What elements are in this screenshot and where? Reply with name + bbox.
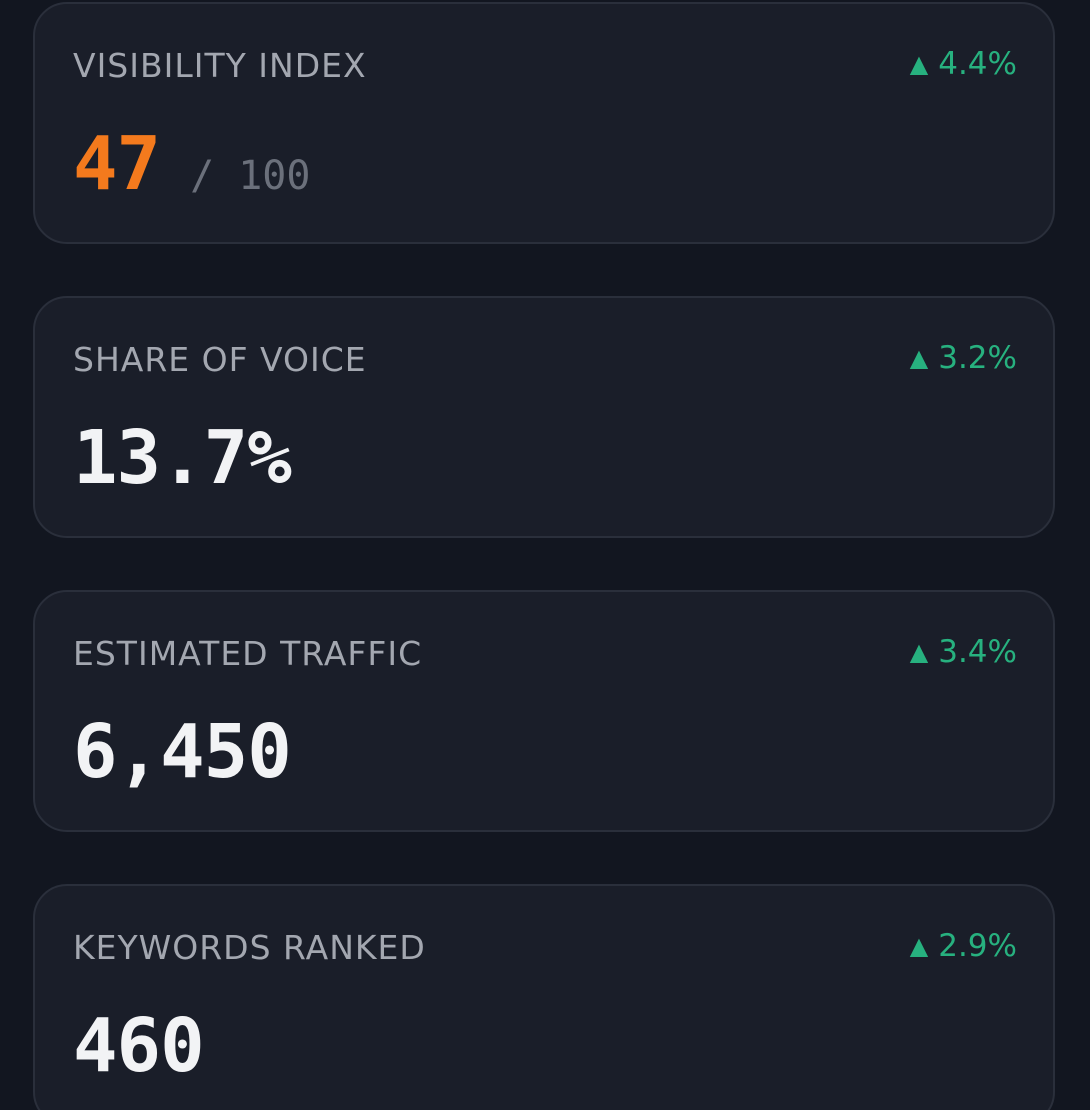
estimated-traffic-card: ESTIMATED TRAFFIC ▲ 3.4% 6,450 — [33, 590, 1055, 832]
delta-value: 3.2% — [938, 340, 1017, 376]
card-label: VISIBILITY INDEX — [73, 46, 367, 85]
metric-value: 13.7% — [73, 415, 292, 501]
trend-up-icon: ▲ — [909, 344, 929, 372]
value-row: 13.7% — [73, 415, 292, 501]
metric-value: 460 — [73, 1003, 205, 1089]
value-row: 460 — [73, 1003, 205, 1089]
delta-badge: ▲ 3.2% — [910, 340, 1017, 376]
trend-up-icon: ▲ — [909, 50, 929, 78]
metric-value: 47 — [73, 121, 161, 207]
delta-value: 4.4% — [938, 46, 1017, 82]
trend-up-icon: ▲ — [909, 638, 929, 666]
keywords-ranked-card: KEYWORDS RANKED ▲ 2.9% 460 — [33, 884, 1055, 1110]
card-label: ESTIMATED TRAFFIC — [73, 634, 423, 673]
value-max: 100 — [238, 153, 311, 199]
card-label: SHARE OF VOICE — [73, 340, 367, 379]
delta-value: 2.9% — [938, 928, 1017, 964]
value-row: 47 / 100 — [73, 124, 310, 204]
card-label: KEYWORDS RANKED — [73, 928, 426, 967]
trend-up-icon: ▲ — [909, 932, 929, 960]
delta-value: 3.4% — [938, 634, 1017, 670]
delta-badge: ▲ 4.4% — [910, 46, 1017, 82]
value-row: 6,450 — [73, 709, 292, 795]
share-of-voice-card: SHARE OF VOICE ▲ 3.2% 13.7% — [33, 296, 1055, 538]
value-separator: / — [190, 153, 215, 199]
metric-value: 6,450 — [73, 709, 292, 795]
delta-badge: ▲ 3.4% — [910, 634, 1017, 670]
visibility-index-card: VISIBILITY INDEX ▲ 4.4% 47 / 100 — [33, 2, 1055, 244]
delta-badge: ▲ 2.9% — [910, 928, 1017, 964]
